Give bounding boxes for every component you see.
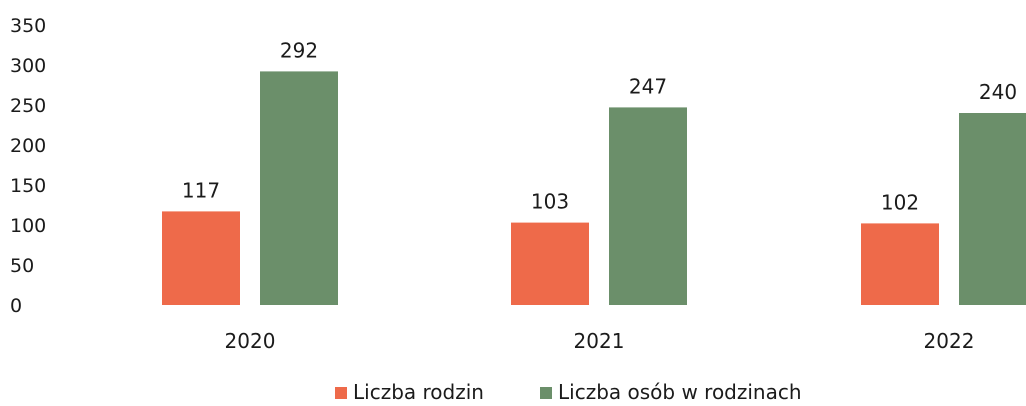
x-category-label: 2022 [924,329,975,353]
x-axis: 2020 2021 2022 [225,329,975,353]
legend-swatch [540,387,552,399]
y-tick-label: 200 [10,135,46,157]
legend-swatch [335,387,347,399]
bar-families-2021 [511,222,589,305]
bar-families-2020 [162,211,240,305]
data-label: 240 [979,80,1017,104]
bar-persons-2020 [260,71,338,306]
bar-persons-2022 [959,113,1026,305]
data-label: 102 [881,190,919,214]
y-tick-label: 150 [10,175,46,197]
data-label: 247 [629,74,667,98]
bars [162,71,1026,306]
y-axis: 0 50 100 150 200 250 300 350 [10,15,46,317]
data-labels: 117 292 103 247 102 240 [182,38,1017,214]
x-category-label: 2021 [574,329,625,353]
legend-label: Liczba osób w rodzinach [558,380,802,404]
y-tick-label: 0 [10,295,22,317]
bar-persons-2021 [609,107,687,306]
x-category-label: 2020 [225,329,276,353]
y-tick-label: 50 [10,255,34,277]
y-tick-label: 250 [10,95,46,117]
legend-label: Liczba rodzin [353,380,484,404]
bar-families-2022 [861,223,939,305]
y-tick-label: 300 [10,55,46,77]
data-label: 103 [531,190,569,214]
data-label: 117 [182,178,220,202]
legend: Liczba rodzin Liczba osób w rodzinach [335,380,802,404]
data-label: 292 [280,38,318,62]
y-tick-label: 100 [10,215,46,237]
y-tick-label: 350 [10,15,46,37]
